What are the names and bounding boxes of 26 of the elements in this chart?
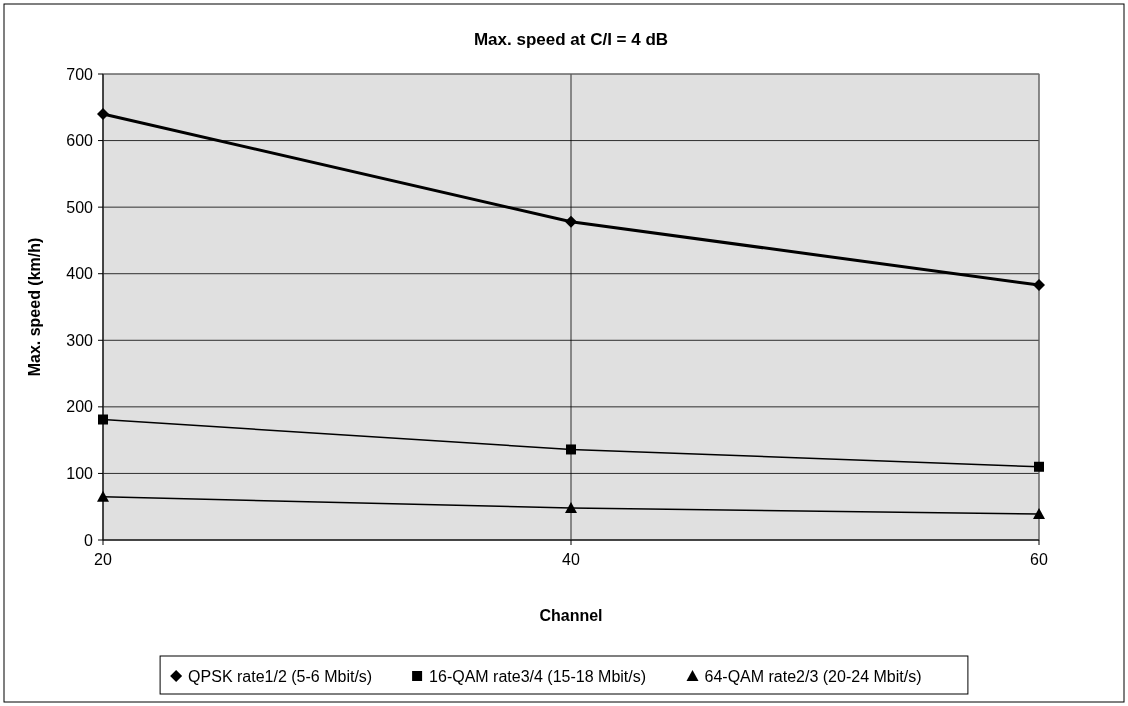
point	[97, 490, 109, 502]
y-axis-title: Max. speed (km/h)	[26, 237, 43, 377]
y-tick-label: 200	[66, 398, 94, 416]
y-tick-label: 600	[66, 132, 94, 150]
legend-label: 16-QAM rate3/4 (15-18 Mbit/s)	[429, 667, 647, 685]
point	[1034, 461, 1044, 472]
y-tick-label: 100	[66, 465, 94, 483]
point	[565, 215, 577, 228]
point	[97, 107, 109, 120]
point	[98, 414, 108, 425]
y-tick-label: 400	[66, 265, 94, 283]
point	[565, 502, 577, 514]
chart-title: Max. speed at C/I = 4 dB	[473, 30, 669, 49]
x-axis-title: Channel	[539, 607, 603, 624]
point	[566, 444, 576, 455]
legend-label: QPSK rate1/2 (5-6 Mbit/s)	[188, 667, 373, 685]
y-tick-label: 300	[66, 331, 94, 349]
point	[1033, 279, 1045, 292]
x-tick-label: 60	[1030, 551, 1048, 568]
point	[1033, 508, 1045, 520]
legend-label: 64-QAM rate2/3 (20-24 Mbit/s)	[704, 667, 922, 685]
x-tick-label: 20	[94, 551, 112, 568]
y-tick-label: 700	[66, 65, 94, 83]
y-tick-label: 0	[84, 531, 94, 549]
y-tick-label: 500	[66, 198, 94, 216]
x-tick-label: 40	[562, 551, 580, 568]
